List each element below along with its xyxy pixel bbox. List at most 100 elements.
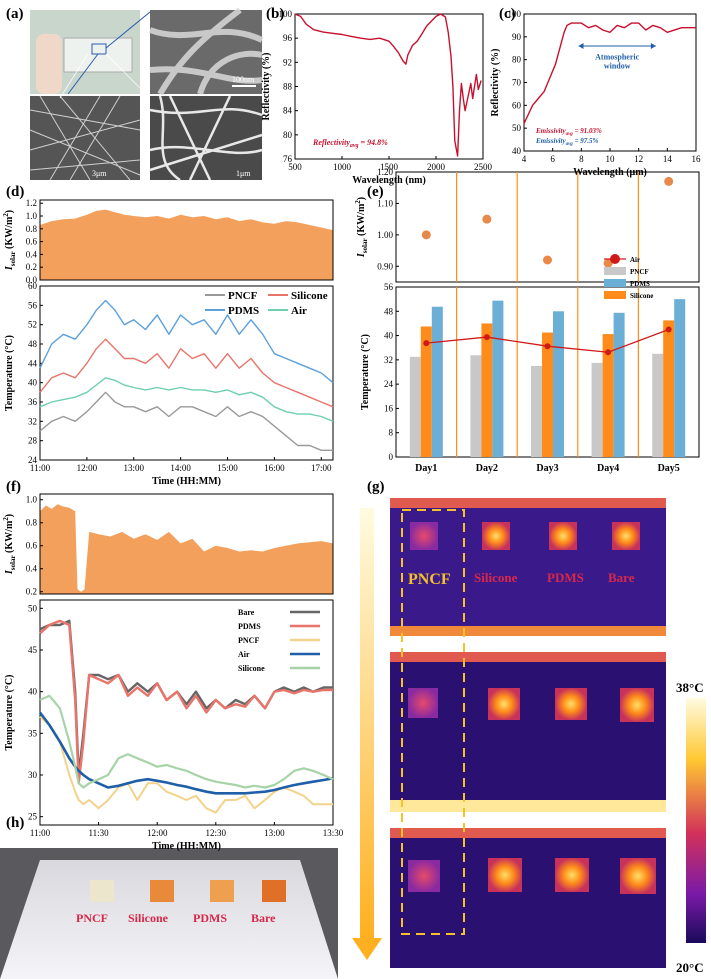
- photo-label-pdms: PDMS: [193, 911, 227, 925]
- chart-c-x-tick-label: 14: [663, 154, 673, 164]
- chart-d-bottom-y-tick-label: 36: [28, 397, 38, 407]
- chart-d-x-tick-label: 12:00: [77, 463, 98, 473]
- chart-d-line-silicone: [40, 339, 333, 407]
- chart-d-bottom-y-tick-label: 32: [28, 416, 37, 426]
- chart-d-top-y-tick-label: 0.4: [26, 249, 38, 259]
- chart-e-legend-label: PDMS: [630, 280, 650, 288]
- chart-e-air-point: [484, 334, 490, 340]
- sample-pdms: [210, 880, 234, 902]
- chart-e-irradiance-point: [422, 230, 431, 239]
- chart-b-ylabel: Reflectivity (%): [261, 52, 272, 120]
- chart-e-top-y-tick-label: 1.10: [377, 198, 393, 208]
- chart-e-irradiance-point: [482, 215, 491, 224]
- chart-e-category-label: Day4: [597, 463, 619, 474]
- chart-f-top-y-tick-label: 0.4: [26, 564, 38, 574]
- chart-b-x-tick-label: 2000: [427, 162, 446, 172]
- chart-e-bottom-y-tick-label: 48: [384, 306, 394, 316]
- chart-e-air-point: [545, 343, 551, 349]
- chart-e-top-y-tick-label: 1.20: [377, 167, 393, 177]
- chart-f-bottom-y-tick-label: 45: [28, 645, 38, 655]
- chart-e-daily-temperature: 0.901.001.101.20Isolar (KW/m2)0816243240…: [354, 167, 699, 474]
- chart-e-top-y-tick-label: 0.90: [377, 261, 393, 271]
- panel-label-a: (a): [6, 6, 24, 22]
- chart-c-emissivity-2: Emissivityavg = 97.5%: [535, 137, 599, 147]
- chart-d-x-tick-label: 16:00: [264, 463, 285, 473]
- chart-d-irradiance-temperature: 0.00.20.40.60.81.01.2Isolar (KW/m2)24283…: [2, 198, 333, 487]
- chart-e-legend-label: Air: [630, 256, 640, 264]
- chart-f-legend-label: PDMS: [238, 622, 261, 631]
- chart-d-x-tick-label: 17:00: [311, 463, 332, 473]
- arrow-head-right: [651, 43, 656, 49]
- chart-e-bottom-y-tick-label: 40: [384, 331, 394, 341]
- thermal-label-bare: Bare: [608, 570, 635, 585]
- chart-d-top-y-tick-label: 1.2: [26, 198, 37, 208]
- chart-e-legend-label: PNCF: [630, 268, 649, 276]
- photo-label-bare: Bare: [251, 911, 276, 925]
- chart-e-irradiance-point: [664, 177, 673, 186]
- chart-d-x-tick-label: 11:00: [30, 463, 51, 473]
- chart-c-x-tick-label: 16: [692, 154, 702, 164]
- hand-glove: [36, 34, 62, 94]
- chart-d-x-tick-label: 14:00: [170, 463, 191, 473]
- chart-d-top-y-tick-label: 1.0: [26, 211, 38, 221]
- chart-d-bottom-y-tick-label: 56: [28, 300, 38, 310]
- chart-e-bar-pncf: [592, 363, 603, 457]
- chart-d-bottom-y-tick-label: 52: [28, 320, 37, 330]
- chart-e-legend-swatch: [604, 267, 626, 275]
- chart-d-bottom-y-tick-label: 28: [28, 436, 38, 446]
- chart-e-legend-label: Silicone: [630, 292, 653, 300]
- chart-e-category-label: Day2: [476, 463, 498, 474]
- sem-low-mag: [30, 96, 140, 180]
- chart-f-line-bare: [40, 621, 333, 775]
- chart-f-top-y-tick-label: 1.0: [26, 495, 38, 505]
- chart-e-bottom-y-tick-label: 56: [384, 282, 394, 292]
- chart-e-irradiance-point: [543, 256, 552, 265]
- scale-bar-1um: 1μm: [236, 169, 251, 178]
- chart-c-x-tick-label: 8: [579, 154, 584, 164]
- chart-c-x-tick-label: 4: [522, 154, 527, 164]
- chart-b-y-tick-label: 92: [283, 57, 292, 67]
- chart-e-bar-silicone: [481, 323, 492, 457]
- chart-d-x-tick-label: 13:00: [124, 463, 145, 473]
- chart-e-top-ylabel: Isolar (KW/m2): [354, 197, 369, 258]
- chart-b-annotation: Reflectivityavg = 94.8%: [312, 138, 388, 149]
- chart-c-x-tick-label: 12: [634, 154, 643, 164]
- chart-d-bottom-y-tick-label: 40: [28, 378, 38, 388]
- chart-d-irradiance-area: [40, 210, 333, 280]
- chart-e-top-y-tick-label: 1.00: [377, 230, 393, 240]
- figure-canvas: (a) (b) (c) (d) (e) (f) (g) (h) 100nm 3μ…: [0, 0, 711, 979]
- film-sample: [64, 38, 132, 72]
- panel-label-d: (d): [6, 184, 24, 200]
- panel-label-g: (g): [367, 479, 385, 495]
- chart-e-bar-pncf: [410, 357, 421, 457]
- white-tray: [0, 860, 338, 979]
- scale-bar-3um: 3μm: [92, 169, 107, 178]
- chart-f-x-tick-label: 13:00: [264, 828, 285, 838]
- chart-e-bottom-y-tick-label: 24: [384, 379, 394, 389]
- chart-f-irradiance-area: [40, 504, 333, 594]
- chart-d-bottom-y-tick-label: 60: [28, 281, 38, 291]
- chart-f-bottom-y-tick-label: 35: [28, 728, 38, 738]
- chart-f-legend-label: Bare: [238, 608, 255, 617]
- chart-f-x-tick-label: 13:30: [323, 828, 344, 838]
- chart-f-legend-label: PNCF: [238, 636, 259, 645]
- chart-e-bar-pncf: [470, 355, 481, 457]
- chart-f-irradiance-temperature: 0.2 0.4 0.6 0.8 1.0 Isolar (KW/m2) 25 30 35 40 45 5…: [2, 494, 344, 852]
- chart-b-reflectivity: 76 80 84 88 92 96 100 500 1000 1500 2000 2500 Wavele…: [261, 9, 493, 186]
- chart-f-top-y-tick-label: 0.8: [26, 518, 38, 528]
- chart-d-bottom-y-tick-label: 48: [28, 339, 38, 349]
- chart-e-bar-pdms: [553, 311, 564, 457]
- colorbar-max: 38°C: [676, 680, 704, 695]
- chart-f-line-pdms: [40, 621, 333, 784]
- chart-d-line-pdms: [40, 301, 333, 383]
- photo-label-silicone: Silicone: [128, 911, 169, 925]
- chart-b-y-tick-label: 96: [283, 33, 293, 43]
- chart-b-y-tick-label: 80: [283, 130, 293, 140]
- chart-b-y-tick-label: 88: [283, 82, 293, 92]
- chart-e-category-label: Day3: [536, 463, 558, 474]
- thermal-label-pdms: PDMS: [547, 570, 584, 585]
- chart-e-legend-swatch: [604, 279, 626, 287]
- panel-label-f: (f): [6, 479, 21, 495]
- chart-c-y-tick-label: 50: [512, 123, 522, 133]
- photo-label-pncf: PNCF: [76, 911, 108, 925]
